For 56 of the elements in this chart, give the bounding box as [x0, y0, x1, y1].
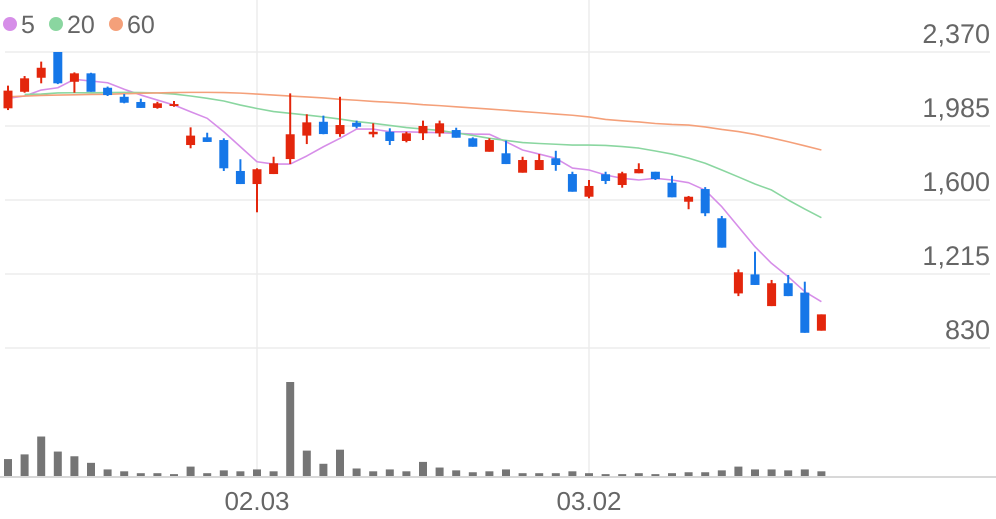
y-tick-label: 1,600 — [922, 167, 990, 197]
bar — [485, 471, 494, 476]
bar — [270, 471, 278, 476]
bar — [369, 471, 378, 476]
bar — [203, 473, 212, 476]
y-tick-label: 2,370 — [922, 19, 990, 49]
bar — [319, 464, 328, 476]
bar — [104, 469, 112, 476]
bar — [236, 471, 244, 476]
bar — [751, 469, 759, 476]
bar — [220, 470, 228, 476]
x-tick-label: 02.03 — [224, 486, 290, 516]
bar — [253, 469, 261, 476]
bar — [701, 472, 710, 476]
bar — [800, 469, 809, 476]
bar — [4, 459, 12, 476]
legend-label: 5 — [21, 11, 35, 39]
bar — [402, 471, 410, 476]
bar — [87, 462, 95, 476]
y-tick-label: 1,215 — [922, 241, 990, 271]
bar — [54, 452, 62, 476]
bar — [20, 454, 29, 476]
y-tick-label: 830 — [944, 315, 990, 345]
bar — [352, 468, 361, 476]
bar — [585, 473, 593, 476]
bar — [386, 469, 394, 476]
x-tick-label: 03.02 — [556, 486, 622, 516]
bar — [153, 473, 162, 476]
bar — [535, 473, 544, 476]
bar — [552, 473, 560, 476]
bar — [734, 466, 742, 476]
bar — [186, 466, 195, 476]
bar — [817, 471, 826, 476]
bar — [768, 469, 776, 476]
bar — [436, 468, 444, 476]
bar — [302, 450, 311, 476]
bar — [718, 470, 726, 476]
bar — [452, 470, 460, 476]
legend-label: 20 — [67, 11, 95, 39]
bar — [634, 473, 643, 476]
bar — [518, 473, 527, 476]
bar — [37, 436, 46, 476]
bar — [468, 472, 477, 476]
bar — [568, 471, 576, 476]
bar — [668, 473, 676, 476]
bar — [70, 456, 78, 476]
bar — [502, 469, 510, 476]
bar — [120, 471, 128, 476]
bar — [684, 472, 693, 476]
bar — [286, 382, 294, 476]
bar — [784, 470, 792, 476]
bar — [336, 450, 344, 476]
y-tick-label: 1,985 — [922, 93, 990, 123]
legend-label: 60 — [127, 11, 155, 39]
bar — [419, 462, 427, 476]
bar — [136, 473, 145, 476]
